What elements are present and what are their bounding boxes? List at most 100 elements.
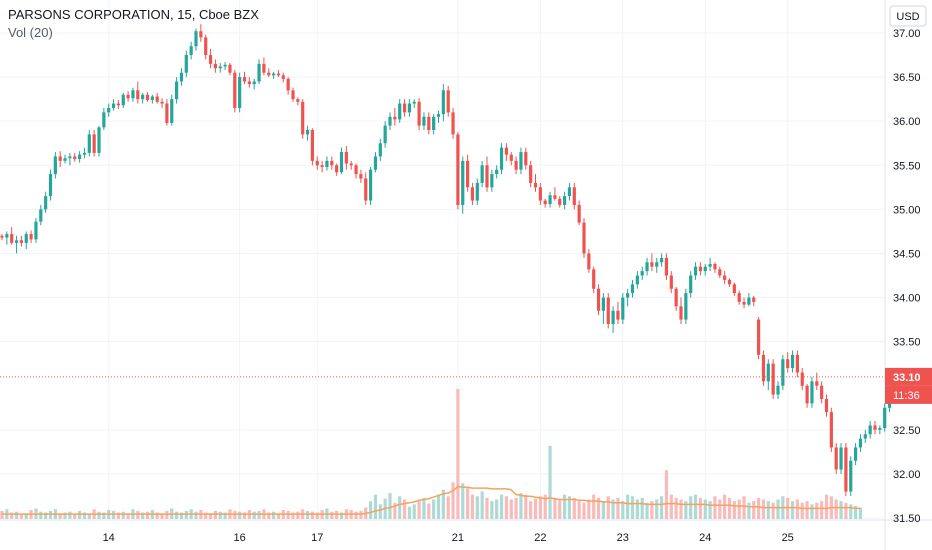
- candle-body: [674, 288, 678, 307]
- candle-body: [48, 174, 53, 197]
- price-axis[interactable]: 37.00 36.50 36.00 35.50 35.00 34.50 34.00 33.50…: [885, 5, 932, 525]
- candle-body: [689, 275, 693, 294]
- x-tick-label: 23: [617, 532, 629, 544]
- candle: [422, 112, 426, 130]
- candle: [53, 152, 57, 179]
- candle-body: [281, 75, 285, 79]
- volume-bar: [73, 514, 77, 519]
- candle-body: [364, 178, 368, 201]
- candle: [175, 77, 179, 104]
- volume-bar: [165, 510, 169, 519]
- volume-bar: [315, 512, 319, 519]
- volume-bar: [218, 511, 222, 519]
- volume-bar: [582, 502, 586, 519]
- candle-body: [824, 398, 829, 413]
- volume-bar: [693, 494, 698, 519]
- candle: [145, 92, 150, 102]
- candle-body: [441, 90, 445, 115]
- candle-body: [189, 46, 193, 56]
- candle: [417, 98, 421, 130]
- candle: [170, 94, 174, 126]
- volume-bar: [446, 496, 450, 519]
- candle: [364, 172, 368, 205]
- candle: [82, 147, 87, 159]
- candle-body: [310, 130, 314, 161]
- volume-bar: [572, 497, 576, 519]
- candle: [412, 99, 416, 108]
- candle-body: [204, 37, 208, 56]
- candle-body: [742, 301, 746, 305]
- candle-body: [567, 187, 572, 197]
- candle-body: [73, 156, 77, 160]
- candle: [776, 381, 780, 399]
- candle: [320, 160, 324, 173]
- volume-bar: [495, 499, 499, 519]
- candle: [223, 62, 227, 71]
- volume-bar: [466, 488, 470, 519]
- candle-body: [194, 31, 198, 47]
- volume-indicator-label[interactable]: Vol (20): [8, 25, 53, 40]
- candle-body: [795, 354, 799, 373]
- candle-body: [538, 187, 542, 201]
- candle-body: [499, 147, 504, 170]
- x-tick-label: 25: [782, 532, 794, 544]
- currency-badge[interactable]: [889, 5, 927, 27]
- volume-bar: [563, 494, 567, 519]
- candle-body: [805, 385, 809, 404]
- volume-bar: [815, 502, 819, 519]
- candle-body: [553, 195, 557, 199]
- candle: [141, 92, 145, 104]
- candle: [616, 301, 620, 324]
- candle: [567, 182, 572, 201]
- volume-bar: [257, 510, 261, 519]
- volume-bar: [679, 499, 683, 519]
- candle: [674, 286, 678, 311]
- candle-body: [218, 66, 222, 69]
- volume-bar: [519, 493, 523, 519]
- candle-body: [97, 127, 101, 153]
- volume-bar: [68, 511, 72, 519]
- candle-body: [102, 112, 106, 128]
- volume-bar: [456, 389, 460, 519]
- volume-bar: [286, 510, 290, 519]
- candle-body: [184, 55, 188, 73]
- volume-bar: [810, 504, 814, 519]
- candle: [218, 62, 222, 73]
- candle: [485, 156, 489, 192]
- last-price-tag[interactable]: [885, 367, 932, 386]
- candle-body: [427, 116, 431, 130]
- y-tick-label: 31.50: [893, 513, 921, 525]
- candle-body: [213, 63, 217, 69]
- volume-bar: [417, 501, 421, 519]
- candle: [213, 59, 217, 73]
- candle-body: [14, 240, 19, 243]
- candle-body: [175, 81, 179, 100]
- volume-bar: [771, 502, 775, 519]
- candle: [359, 169, 363, 183]
- volume-bar: [790, 501, 795, 519]
- candle-body: [126, 94, 130, 99]
- volume-bar: [664, 470, 669, 519]
- candle-body: [136, 90, 140, 100]
- candle-body: [679, 306, 683, 320]
- candle: [10, 227, 14, 245]
- candle: [155, 92, 159, 104]
- volume-bar: [398, 496, 402, 519]
- candle: [611, 306, 615, 333]
- candle-body: [461, 160, 465, 205]
- candle-body: [53, 156, 57, 175]
- symbol-title[interactable]: PARSONS CORPORATION, 15, Cboe BZX: [8, 7, 259, 22]
- volume-bar: [204, 512, 208, 519]
- candle-body: [402, 103, 407, 113]
- volume-bar: [141, 512, 145, 519]
- candle: [349, 160, 353, 170]
- candle: [771, 359, 775, 399]
- candle: [732, 282, 736, 296]
- candle: [39, 204, 43, 226]
- volume-bar: [402, 499, 407, 519]
- candle: [514, 156, 518, 175]
- volume-bar: [388, 493, 392, 519]
- time-axis[interactable]: 14 16 17 21 22 23 24 25: [103, 532, 794, 544]
- volume-bar: [485, 497, 489, 519]
